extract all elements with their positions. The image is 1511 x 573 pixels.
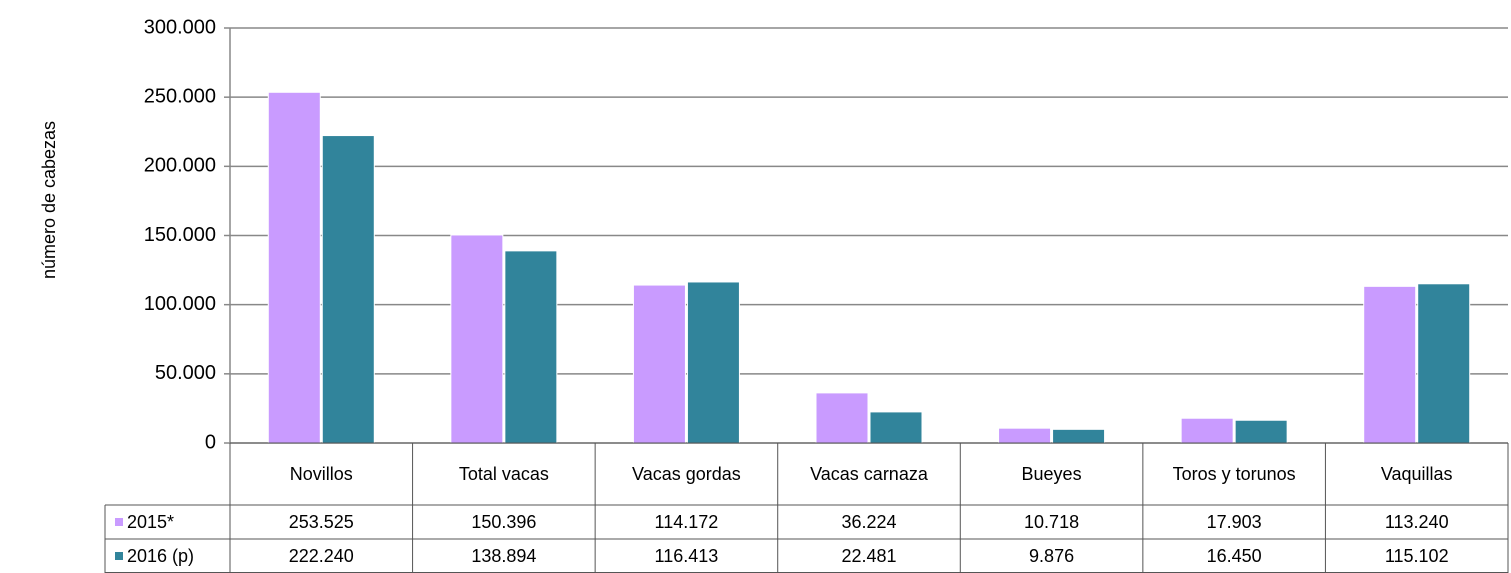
y-tick-label: 250.000 <box>144 85 216 107</box>
table-value: 36.224 <box>841 512 896 532</box>
category-label: Total vacas <box>458 464 549 484</box>
bar <box>815 392 869 444</box>
bar <box>869 411 923 444</box>
bar <box>632 284 686 444</box>
category-label: Novillos <box>289 464 353 484</box>
category-label: Vacas gordas <box>632 464 741 484</box>
table-value: 9.876 <box>1029 546 1074 566</box>
category-label-box: Vacas carnaza <box>810 464 928 484</box>
category-label-box: Vaquillas <box>1380 464 1453 484</box>
table-value: 114.172 <box>655 512 719 532</box>
table-value: 16.450 <box>1207 546 1262 566</box>
table-value: 22.481 <box>841 546 896 566</box>
y-tick-label: 150.000 <box>144 224 216 246</box>
y-tick-label: 50.000 <box>155 362 216 384</box>
y-tick-label: 300.000 <box>144 16 216 38</box>
bar <box>450 234 504 444</box>
bar <box>686 281 740 444</box>
bar <box>1234 419 1288 444</box>
category-label-box: Total vacas <box>458 464 549 484</box>
category-label: Toros y torunos <box>1172 464 1296 484</box>
table-value: 113.240 <box>1385 512 1449 532</box>
category-label: Vaquillas <box>1380 464 1453 484</box>
table-value: 253.525 <box>289 512 354 532</box>
table-value: 222.240 <box>289 546 354 566</box>
category-label-box: Vacas gordas <box>632 464 741 484</box>
table-value: 17.903 <box>1207 512 1262 532</box>
table-value: 10.718 <box>1024 512 1079 532</box>
y-tick-label: 0 <box>205 431 216 453</box>
table-value: 150.396 <box>471 512 536 532</box>
bar <box>1052 428 1106 444</box>
category-label-box: Bueyes <box>1021 464 1082 484</box>
bar <box>1417 283 1471 444</box>
table-value: 116.413 <box>655 546 719 566</box>
bar <box>504 250 558 444</box>
y-tick-label: 100.000 <box>144 293 216 315</box>
legend-swatch <box>115 552 123 560</box>
y-axis-title: número de cabezas <box>39 121 59 279</box>
legend-swatch <box>115 518 123 526</box>
category-label: Vacas carnaza <box>810 464 928 484</box>
table-value: 138.894 <box>471 546 536 566</box>
bar <box>1363 285 1417 444</box>
table-value: 115.102 <box>1385 546 1449 566</box>
bar <box>1180 417 1234 444</box>
bar <box>267 91 321 444</box>
bar <box>998 427 1052 444</box>
legend-label: 2015* <box>127 512 174 532</box>
bar <box>321 135 375 444</box>
y-tick-label: 200.000 <box>144 155 216 177</box>
category-label: Bueyes <box>1021 464 1082 484</box>
category-label-box: Novillos <box>289 464 353 484</box>
legend-label: 2016 (p) <box>127 546 194 566</box>
category-label-box: Toros y torunos <box>1172 464 1296 484</box>
